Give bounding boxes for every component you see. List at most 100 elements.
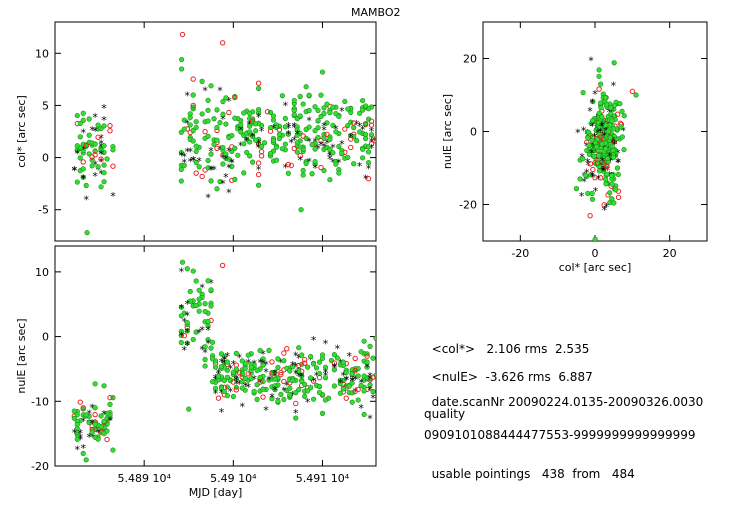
data-point xyxy=(371,137,376,144)
data-point xyxy=(352,367,358,374)
data-point: * xyxy=(315,142,321,155)
data-point xyxy=(209,379,216,385)
data-point xyxy=(86,132,92,138)
data-point xyxy=(287,385,293,391)
y-tick-label: -20 xyxy=(31,460,49,473)
data-point xyxy=(609,143,615,149)
data-point xyxy=(585,135,591,141)
data-point xyxy=(196,287,202,293)
data-point xyxy=(260,386,266,392)
data-point xyxy=(255,80,262,86)
data-point xyxy=(608,111,614,117)
data-point: * xyxy=(213,388,219,401)
data-point xyxy=(178,178,184,184)
data-point xyxy=(609,118,615,124)
data-point: * xyxy=(92,158,98,171)
x-axis-label: MJD [day] xyxy=(189,486,243,499)
data-point xyxy=(269,370,275,377)
data-point xyxy=(365,175,372,182)
data-point xyxy=(255,107,262,113)
data-point: * xyxy=(80,172,86,185)
data-point xyxy=(83,412,89,418)
data-point xyxy=(301,360,308,366)
data-point xyxy=(613,187,619,193)
data-point xyxy=(104,428,110,434)
data-point: * xyxy=(98,141,104,154)
data-point xyxy=(580,89,586,96)
data-point xyxy=(190,76,196,82)
data-point xyxy=(282,115,288,122)
data-point xyxy=(224,359,230,365)
data-point xyxy=(101,162,107,168)
data-point xyxy=(190,127,196,134)
data-point xyxy=(291,145,297,152)
data-point xyxy=(239,385,245,391)
data-point xyxy=(602,146,609,152)
data-point: * xyxy=(185,298,191,311)
data-point xyxy=(233,376,239,382)
data-point: * xyxy=(292,120,298,133)
data-point xyxy=(89,163,95,169)
data-point: * xyxy=(185,117,191,130)
data-point: * xyxy=(587,105,593,118)
data-point xyxy=(364,359,370,365)
data-point: * xyxy=(581,125,587,138)
data-point: * xyxy=(266,374,272,387)
data-point: * xyxy=(321,141,327,154)
data-point: * xyxy=(80,173,86,186)
data-point xyxy=(269,359,275,365)
data-point xyxy=(193,170,199,176)
data-point xyxy=(178,149,184,156)
usable-label: usable pointings xyxy=(431,467,531,481)
data-point: * xyxy=(205,192,211,205)
data-point xyxy=(190,92,196,98)
data-point xyxy=(281,378,287,385)
data-point xyxy=(368,122,375,128)
data-point: * xyxy=(281,385,287,398)
data-point: * xyxy=(338,377,344,390)
data-point xyxy=(275,356,281,362)
data-point xyxy=(573,186,580,192)
data-point xyxy=(77,120,83,127)
data-point xyxy=(221,377,228,384)
data-point xyxy=(291,97,297,104)
data-point xyxy=(342,98,348,105)
data-point xyxy=(275,398,281,404)
data-point: * xyxy=(229,156,235,169)
data-point xyxy=(321,135,327,141)
data-point xyxy=(586,142,592,148)
data-point xyxy=(596,86,602,92)
data-point: * xyxy=(608,155,614,168)
data-point xyxy=(257,374,263,381)
data-point xyxy=(609,181,615,187)
data-point: * xyxy=(602,204,608,217)
data-point xyxy=(98,413,104,419)
data-point xyxy=(592,236,598,241)
data-point: * xyxy=(220,177,226,190)
data-point xyxy=(95,436,101,442)
data-point xyxy=(220,144,226,151)
data-point xyxy=(290,364,296,370)
data-point xyxy=(199,111,205,117)
data-point: * xyxy=(95,164,101,177)
nul-stat-label: <nulE> xyxy=(431,370,478,384)
outlier-point xyxy=(319,69,326,75)
data-point: * xyxy=(292,134,298,147)
data-point: * xyxy=(80,415,86,428)
data-point xyxy=(101,123,107,129)
data-point: * xyxy=(602,130,608,143)
data-point: * xyxy=(190,127,196,140)
data-point: * xyxy=(220,113,226,126)
data-point xyxy=(603,102,610,108)
data-point: * xyxy=(263,359,269,372)
data-point xyxy=(368,140,375,147)
data-point xyxy=(297,113,303,119)
data-point: * xyxy=(251,373,257,386)
data-point xyxy=(321,105,327,111)
data-point xyxy=(107,401,113,407)
data-point: * xyxy=(89,417,95,430)
data-point xyxy=(95,122,101,128)
data-point xyxy=(235,152,241,158)
data-point xyxy=(345,106,351,112)
